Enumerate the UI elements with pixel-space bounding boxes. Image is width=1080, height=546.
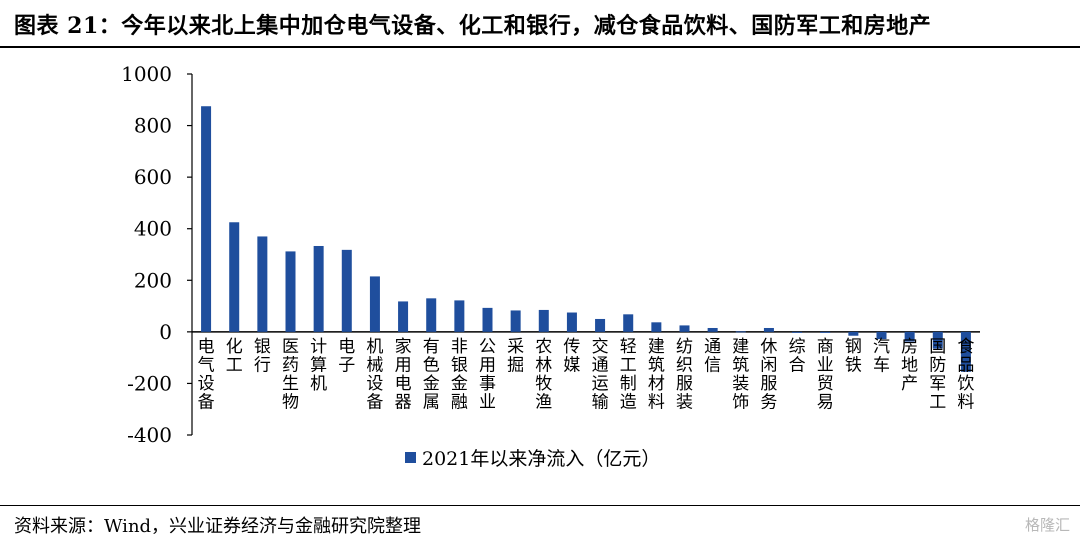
source-note: 资料来源：Wind，兴业证券经济与金融研究院整理 [14, 516, 422, 537]
x-tick-label: 汽车 [873, 337, 890, 376]
bar [538, 309, 549, 332]
bar [623, 314, 634, 332]
bar [313, 245, 324, 332]
y-tick-label: -400 [127, 423, 172, 447]
bar [848, 331, 859, 336]
x-tick-label: 银行 [254, 337, 271, 376]
y-tick-label: 1000 [121, 62, 172, 86]
bar [285, 251, 296, 332]
x-tick-label: 房地产 [901, 337, 918, 394]
x-tick-label: 电子 [338, 337, 355, 376]
x-tick-label: 医药生物 [282, 337, 299, 413]
x-tick-label: 建筑装饰 [732, 337, 749, 413]
x-tick-label: 交通运输 [592, 337, 609, 413]
bar [229, 222, 240, 332]
legend-swatch [405, 452, 416, 463]
x-tick-label: 商业贸易 [817, 337, 834, 413]
x-tick-label: 采掘 [507, 337, 524, 376]
x-tick-label: 家用电器 [395, 337, 412, 413]
y-tick-label: 200 [134, 268, 172, 292]
bar [201, 106, 212, 332]
bar [735, 331, 746, 333]
x-tick-label: 国防军工 [929, 337, 946, 413]
bar [707, 327, 718, 332]
bar [932, 331, 943, 349]
legend-label: 2021年以来净流入（亿元） [422, 448, 660, 470]
x-tick-label: 机械设备 [366, 337, 383, 413]
bar [679, 325, 690, 332]
x-tick-label: 食品饮料 [957, 337, 974, 413]
x-tick-label: 电气设备 [198, 337, 215, 413]
x-tick-label: 纺织服装 [676, 337, 693, 413]
x-tick-label: 非银金融 [451, 337, 468, 413]
y-tick-label: 600 [134, 165, 172, 189]
x-tick-label: 有色金属 [423, 337, 440, 413]
title-rule [0, 46, 1080, 48]
source-rule [0, 505, 1080, 506]
bar [369, 276, 380, 332]
chart-title: 图表 21：今年以来北上集中加仓电气设备、化工和银行，减仓食品饮料、国防军工和房… [14, 13, 932, 39]
x-tick-label: 休闲服务 [760, 337, 777, 413]
bar [960, 331, 971, 372]
x-tick-label: 钢铁 [845, 337, 862, 376]
bar [482, 307, 493, 332]
y-tick-label: 0 [159, 320, 172, 344]
bar [454, 300, 465, 332]
x-tick-label: 公用事业 [479, 337, 496, 413]
x-tick-label: 化工 [226, 337, 243, 376]
x-tick-label: 轻工制造 [620, 337, 637, 413]
y-tick-label: 800 [134, 114, 172, 138]
bar [904, 331, 915, 342]
bar [876, 331, 887, 340]
x-tick-label: 传媒 [563, 337, 580, 376]
x-tick-label: 计算机 [310, 337, 327, 394]
bar [398, 301, 409, 332]
bar [820, 331, 831, 333]
bar [566, 312, 577, 332]
x-tick-label: 通信 [704, 337, 721, 376]
y-tick-label: 400 [134, 217, 172, 241]
watermark: 格隆汇 [1024, 516, 1070, 534]
bar-chart: 1000 800 600 400 200 0 -200 -400 电气设备化工银行医药生物计算… [121, 62, 980, 470]
y-tick-label: -200 [127, 371, 172, 395]
x-tick-label: 建筑材料 [648, 337, 665, 413]
bar [510, 310, 521, 332]
x-tick-label: 综合 [789, 337, 806, 376]
bar [257, 236, 268, 332]
x-tick-label: 农林牧渔 [535, 337, 552, 413]
bar [651, 322, 662, 332]
bar [763, 327, 774, 332]
bar [426, 298, 437, 332]
bar [341, 249, 352, 332]
bar [792, 331, 803, 333]
bar [595, 318, 606, 332]
